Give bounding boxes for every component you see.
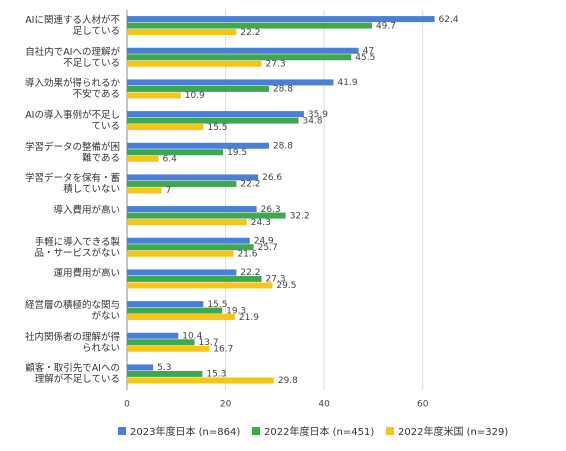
bar — [127, 174, 259, 181]
value-label: 26.6 — [262, 173, 282, 183]
value-label: 26.3 — [261, 205, 281, 215]
bar — [127, 155, 159, 162]
value-label: 10.9 — [185, 91, 205, 101]
category-label: 導入費用が高い — [53, 204, 120, 216]
value-label: 49.7 — [376, 21, 396, 31]
value-label: 28.8 — [273, 142, 293, 152]
value-label: 21.9 — [239, 313, 259, 323]
value-label: 29.5 — [276, 281, 296, 291]
bar — [127, 269, 237, 276]
value-label: 62.4 — [439, 15, 459, 25]
x-tick-label: 0 — [124, 400, 130, 410]
category-label: AIに関連する人材が不足している — [25, 14, 120, 37]
value-label: 24.3 — [251, 218, 271, 228]
bar — [127, 307, 223, 314]
bar — [127, 47, 359, 54]
legend-swatch — [252, 427, 260, 435]
value-label: 24.9 — [254, 237, 274, 247]
category-label: 手軽に導入できる製品・サービスがない — [34, 236, 120, 259]
bar — [127, 275, 262, 282]
bar — [127, 29, 237, 36]
category-label: 顧客・取引先でAIへの理解が不足している — [25, 363, 120, 386]
value-label: 27.3 — [266, 60, 286, 70]
bar — [127, 206, 257, 213]
x-tick-label: 20 — [220, 400, 232, 410]
category-label: 自社内でAIへの理解が不足している — [25, 46, 120, 69]
value-label: 22.2 — [240, 268, 260, 278]
bar — [127, 301, 204, 308]
value-label: 22.2 — [240, 180, 260, 190]
value-label: 45.5 — [355, 53, 375, 63]
bar — [127, 60, 262, 67]
bar — [127, 180, 237, 187]
legend-label: 2023年度日本 (n=864) — [130, 425, 240, 438]
category-label: 導入効果が得られるか不安である — [24, 78, 120, 101]
legend-label: 2022年度日本 (n=451) — [264, 425, 374, 438]
bar — [127, 149, 224, 156]
value-label: 41.9 — [338, 78, 358, 88]
value-label: 27.3 — [266, 275, 286, 285]
value-label: 15.3 — [206, 370, 226, 380]
value-label: 47 — [363, 47, 374, 57]
bar — [127, 92, 181, 99]
bar — [127, 339, 195, 346]
bar — [127, 370, 203, 377]
category-label: 社内関係者の理解が得られない — [24, 331, 120, 354]
value-label: 16.7 — [213, 345, 233, 355]
bar — [127, 250, 234, 257]
legend-swatch — [386, 427, 394, 435]
value-label: 32.2 — [290, 211, 310, 221]
value-label: 19.5 — [227, 148, 247, 158]
value-label: 25.7 — [258, 243, 278, 253]
bar — [127, 79, 334, 86]
value-label: 15.5 — [207, 300, 227, 310]
bar — [127, 54, 352, 61]
bar — [127, 219, 247, 226]
bar — [127, 345, 210, 352]
bar — [127, 124, 204, 131]
bar — [127, 85, 269, 92]
value-label: 10.4 — [182, 332, 202, 342]
value-label: 34.8 — [303, 116, 323, 126]
value-label: 13.7 — [199, 338, 219, 348]
bar — [127, 332, 179, 339]
value-label: 5.3 — [157, 363, 171, 373]
value-label: 22.2 — [240, 28, 260, 38]
bar — [127, 142, 269, 149]
category-label: 経営層の積極的な関与がない — [24, 299, 120, 322]
bar — [127, 117, 299, 124]
value-label: 19.3 — [226, 306, 246, 316]
x-tick-label: 40 — [318, 400, 330, 410]
value-label: 35.9 — [308, 110, 328, 120]
x-tick-label: 60 — [417, 400, 429, 410]
value-label: 6.4 — [163, 155, 178, 165]
bar — [127, 377, 274, 384]
category-label: 学習データを保有・蓄積していない — [24, 173, 120, 196]
bar — [127, 282, 273, 289]
value-label: 21.6 — [237, 250, 257, 260]
category-label: 学習データの整備が困難である — [24, 141, 120, 164]
bar — [127, 187, 162, 194]
value-label: 29.8 — [278, 376, 298, 386]
category-label: AIの導入事例が不足している — [25, 109, 120, 132]
bar — [127, 244, 254, 251]
bar — [127, 314, 235, 321]
bar — [127, 111, 304, 118]
bar — [127, 22, 372, 29]
bar — [127, 364, 154, 371]
value-label: 15.5 — [207, 123, 227, 133]
bar — [127, 16, 435, 23]
legend-label: 2022年度米国 (n=329) — [398, 425, 508, 438]
value-label: 28.8 — [273, 85, 293, 95]
bar — [127, 237, 250, 244]
value-label: 7 — [166, 186, 172, 196]
category-label: 運用費用が高い — [53, 268, 120, 280]
bar — [127, 212, 286, 219]
legend-swatch — [118, 427, 126, 435]
